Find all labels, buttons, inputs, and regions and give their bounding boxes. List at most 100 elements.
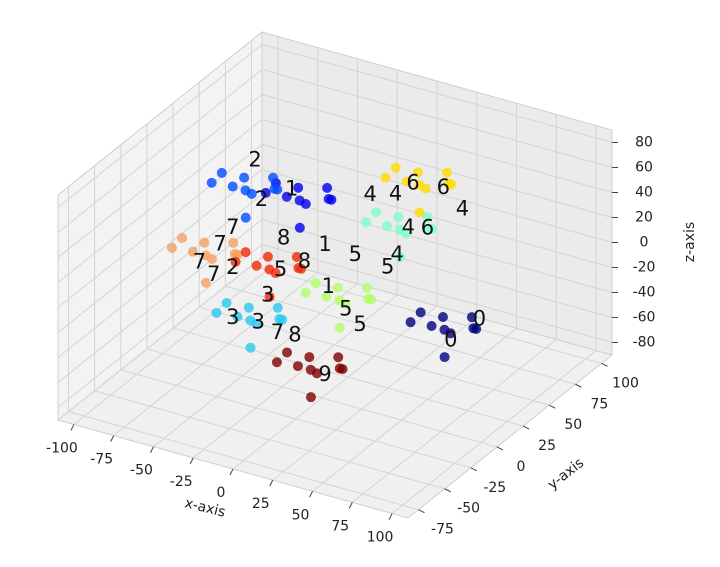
grid-line [57,244,263,408]
grid-line [261,69,613,168]
z-tick-label: 80 [635,135,653,151]
tick-mark [269,479,274,487]
annotation: 7 [226,215,239,239]
annotation: 5 [349,242,362,266]
z-tick-label: 40 [635,185,653,201]
annotation: 4 [402,215,415,239]
annotation: 4 [390,242,403,266]
point [269,183,280,194]
point [262,251,273,262]
point [177,233,188,244]
grid-line [261,244,613,343]
grid-line [272,316,478,481]
tick-mark [601,362,608,367]
annotation: 3 [226,305,239,329]
annotation: 4 [363,182,376,206]
annotation: 5 [353,312,366,336]
grid-line [261,94,613,193]
point [246,188,257,199]
point [200,277,211,288]
grid-line [146,348,498,448]
y-tick-label: 25 [538,438,556,454]
point [293,263,304,274]
grid-line [261,119,613,218]
x-tick-label: -100 [46,440,78,456]
annotation: 1 [285,176,298,200]
point [271,357,282,368]
grid-line [232,305,438,470]
z-tick-label: 0 [640,235,649,251]
tick-mark [229,468,234,476]
y-tick-label: 0 [516,459,525,475]
point [445,328,456,339]
grid-line [113,272,318,436]
point [334,322,345,333]
point [420,183,431,194]
grid-line [352,339,557,503]
x-tick-label: -25 [170,474,193,490]
point [216,167,227,178]
grid-line [312,327,517,492]
point [268,172,279,183]
point [361,217,372,228]
point [393,212,404,223]
grid-line [172,327,524,427]
point [251,260,262,271]
annotation: 7 [193,249,206,273]
panes [56,30,614,519]
point [264,291,275,302]
point [243,302,254,313]
x-tick-label: 50 [292,507,310,523]
point [423,223,434,234]
point [401,176,412,187]
point [311,368,322,379]
point [333,352,344,363]
annotation: 6 [421,216,434,240]
point [199,237,210,248]
point [251,318,262,329]
annotation: 1 [322,274,335,298]
point [334,363,345,374]
tick-mark [348,502,353,509]
grid-line [261,144,613,243]
x-tick-label: 25 [252,496,270,512]
annotation: 3 [261,282,274,306]
point [282,347,293,358]
point [340,298,351,309]
tick-mark [388,513,393,520]
annotation: 6 [406,170,419,194]
grid-line [57,119,263,283]
point [300,287,311,298]
annotation: 5 [381,254,394,278]
z-tick-label: 60 [635,160,653,176]
z-tick-label: -80 [633,335,656,351]
point [270,268,281,279]
point [382,221,393,232]
point [281,191,292,202]
point [229,248,240,259]
point [371,207,382,218]
z-tick-label: -20 [633,260,656,276]
point [380,172,391,183]
annotation: 3 [252,310,265,334]
tick-mark [522,425,530,430]
tick-mark [470,467,477,472]
point [323,194,334,205]
point [414,207,425,218]
point [239,172,250,183]
z-tick-label: -60 [633,310,656,326]
point [294,222,305,233]
y-tick-label: -50 [457,501,480,517]
point [293,182,304,193]
grid-line [57,44,263,208]
z-tick-label: 20 [635,210,653,226]
point [272,302,283,313]
grid-line [225,285,576,385]
point [274,313,285,324]
grid-line [94,390,445,490]
x-tick-label: -75 [90,452,113,468]
tick-mark [189,457,194,465]
grid-line [153,283,358,448]
x-tick-label: -50 [130,463,153,479]
point [415,307,426,318]
